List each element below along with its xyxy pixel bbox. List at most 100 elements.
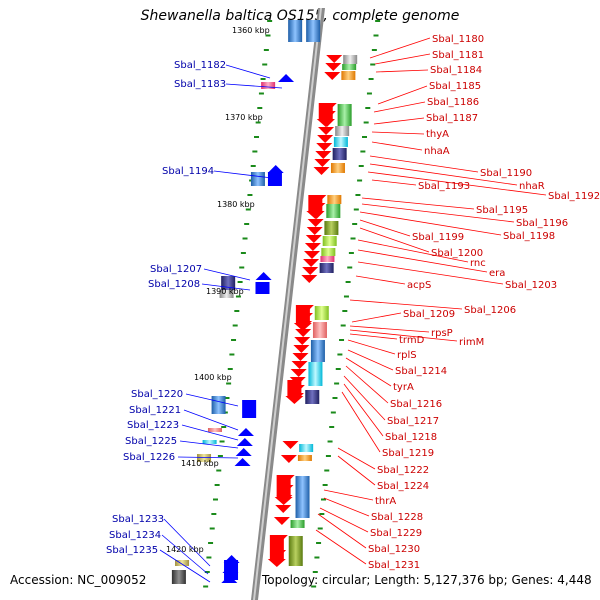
gene-label[interactable]: Sbal_1190 (480, 168, 532, 179)
gene-block (327, 195, 342, 204)
gene-label[interactable]: rimM (459, 337, 484, 348)
leader-line (183, 409, 239, 431)
forward-gene-block (318, 103, 333, 119)
gene-label[interactable]: nhaA (424, 146, 450, 157)
gene-block (288, 20, 303, 42)
gene-label[interactable]: rpsP (431, 328, 453, 339)
gene-label[interactable]: Sbal_1230 (368, 544, 420, 555)
tick-mark (263, 49, 269, 51)
gene-label[interactable]: Sbal_1183 (174, 79, 226, 90)
tick-mark (340, 324, 346, 327)
gene-label[interactable]: Sbal_1208 (148, 279, 200, 290)
forward-gene-arrow (313, 167, 330, 175)
gene-label[interactable]: Sbal_1219 (382, 448, 434, 459)
gene-label[interactable]: Sbal_1228 (371, 512, 423, 523)
gene-label[interactable]: Sbal_1180 (432, 34, 484, 45)
tick-mark (335, 368, 341, 370)
gene-label[interactable]: Sbal_1217 (387, 416, 439, 427)
gene-label[interactable]: Sbal_1187 (426, 113, 478, 124)
leader-line (371, 179, 417, 186)
gene-label[interactable]: era (489, 268, 505, 279)
gene-label[interactable]: Sbal_1223 (127, 420, 179, 431)
gene-label[interactable]: Sbal_1200 (431, 248, 483, 259)
gene-label[interactable]: thrA (375, 496, 396, 507)
gene-label[interactable]: Sbal_1186 (427, 97, 479, 108)
gene-label[interactable]: rnc (470, 258, 486, 269)
reverse-gene-arrow (278, 74, 295, 82)
gene-label[interactable]: Sbal_1224 (377, 481, 429, 492)
gene-label[interactable]: Sbal_1231 (368, 560, 420, 571)
leader-line (177, 456, 239, 459)
gene-block (332, 148, 347, 160)
reverse-gene-block (267, 172, 282, 186)
tick-mark (320, 498, 326, 501)
tick-mark (229, 353, 235, 356)
gene-label[interactable]: Sbal_1229 (370, 528, 422, 539)
forward-gene-arrow (280, 455, 297, 463)
gene-block (211, 396, 226, 414)
leader-line (357, 261, 504, 285)
gene-label[interactable]: Sbal_1235 (106, 545, 158, 556)
gene-label[interactable]: Sbal_1192 (548, 191, 600, 202)
gene-label[interactable]: Sbal_1199 (412, 232, 464, 243)
gene-label[interactable]: Sbal_1221 (129, 405, 181, 416)
leader-line (203, 268, 251, 281)
tick-mark (343, 295, 349, 298)
gene-block (321, 248, 336, 256)
forward-gene-arrow (325, 63, 342, 71)
leader-line (361, 197, 475, 210)
tick-mark (355, 194, 361, 196)
gene-label[interactable]: Sbal_1234 (109, 530, 161, 541)
gene-label[interactable]: Sbal_1193 (418, 181, 470, 192)
gene-label[interactable]: Sbal_1206 (464, 305, 516, 316)
gene-label[interactable]: Sbal_1233 (112, 514, 164, 525)
gene-label[interactable]: Sbal_1226 (123, 452, 175, 463)
gene-label[interactable]: nhaR (519, 181, 545, 192)
leader-line (373, 117, 425, 125)
gene-label[interactable]: Sbal_1196 (516, 218, 568, 229)
leader-line (345, 357, 392, 387)
gene-label[interactable]: Sbal_1198 (503, 231, 555, 242)
forward-gene-arrow (292, 353, 309, 361)
gene-label[interactable]: rplS (397, 350, 417, 361)
gene-label[interactable]: Sbal_1195 (476, 205, 528, 216)
reverse-gene-arrow (234, 458, 251, 466)
leader-line (369, 163, 518, 186)
gene-label[interactable]: acpS (407, 280, 431, 291)
tick-mark (208, 542, 214, 544)
forward-gene-arrow (291, 361, 308, 369)
tick-mark (368, 78, 374, 80)
tick-mark (250, 165, 256, 167)
tick-mark (337, 353, 343, 356)
gene-label[interactable]: Sbal_1216 (390, 399, 442, 410)
gene-features (171, 20, 358, 584)
gene-label[interactable]: Sbal_1209 (403, 309, 455, 320)
gene-label[interactable]: Sbal_1220 (131, 389, 183, 400)
forward-gene-arrow (304, 243, 321, 251)
gene-label[interactable]: Sbal_1194 (162, 166, 214, 177)
tick-mark (342, 310, 348, 312)
forward-gene-arrowhead (306, 211, 325, 219)
tick-mark (260, 78, 266, 80)
gene-block (175, 560, 190, 566)
gene-label[interactable]: Sbal_1184 (430, 65, 482, 76)
leader-line (375, 69, 429, 73)
gene-label[interactable]: Sbal_1203 (505, 280, 557, 291)
gene-label[interactable]: Sbal_1225 (125, 436, 177, 447)
gene-label[interactable]: Sbal_1207 (150, 264, 202, 275)
forward-gene-arrow (318, 127, 335, 135)
genome-backbone-highlight (253, 8, 322, 600)
tick-mark (311, 585, 317, 588)
gene-label[interactable]: Sbal_1218 (385, 432, 437, 443)
gene-label[interactable]: Sbal_1185 (429, 81, 481, 92)
gene-label[interactable]: Sbal_1181 (432, 50, 484, 61)
gene-label[interactable]: Sbal_1182 (174, 60, 226, 71)
gene-label[interactable]: Sbal_1222 (377, 465, 429, 476)
gene-label[interactable]: trmD (399, 335, 425, 346)
gene-label[interactable]: Sbal_1214 (395, 366, 447, 377)
kbp-label: 1390 kbp (206, 287, 244, 296)
leader-line (359, 219, 411, 237)
gene-label[interactable]: tyrA (393, 382, 414, 393)
leader-line (357, 249, 488, 273)
gene-label[interactable]: thyA (426, 129, 449, 140)
